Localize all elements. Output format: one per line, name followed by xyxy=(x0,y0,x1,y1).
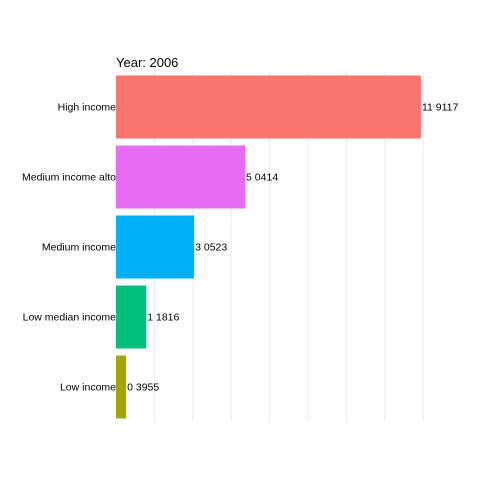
bar-medium-income xyxy=(116,215,195,279)
category-label: Low median income xyxy=(23,312,117,324)
value-label: 5 0414 xyxy=(246,172,278,184)
labels: High income 11 9117 Medium income alto 5 04… xyxy=(22,102,458,394)
category-label: High income xyxy=(58,102,117,114)
bar-high-income xyxy=(116,75,421,139)
category-label: Medium income alto xyxy=(22,172,116,184)
value-label: 3 0523 xyxy=(195,242,227,254)
chart-title: Year: 2006 xyxy=(116,55,178,70)
category-label: Low income xyxy=(60,382,116,394)
bars xyxy=(116,75,421,419)
bar-low-median-income xyxy=(116,285,147,349)
value-label: 1 1816 xyxy=(147,312,179,324)
value-label: 0 3955 xyxy=(127,382,159,394)
bar-medium-income-alto xyxy=(116,145,246,209)
category-label: Medium income xyxy=(42,242,116,254)
value-label: 11 9117 xyxy=(422,102,459,114)
bar-low-income xyxy=(116,355,127,419)
